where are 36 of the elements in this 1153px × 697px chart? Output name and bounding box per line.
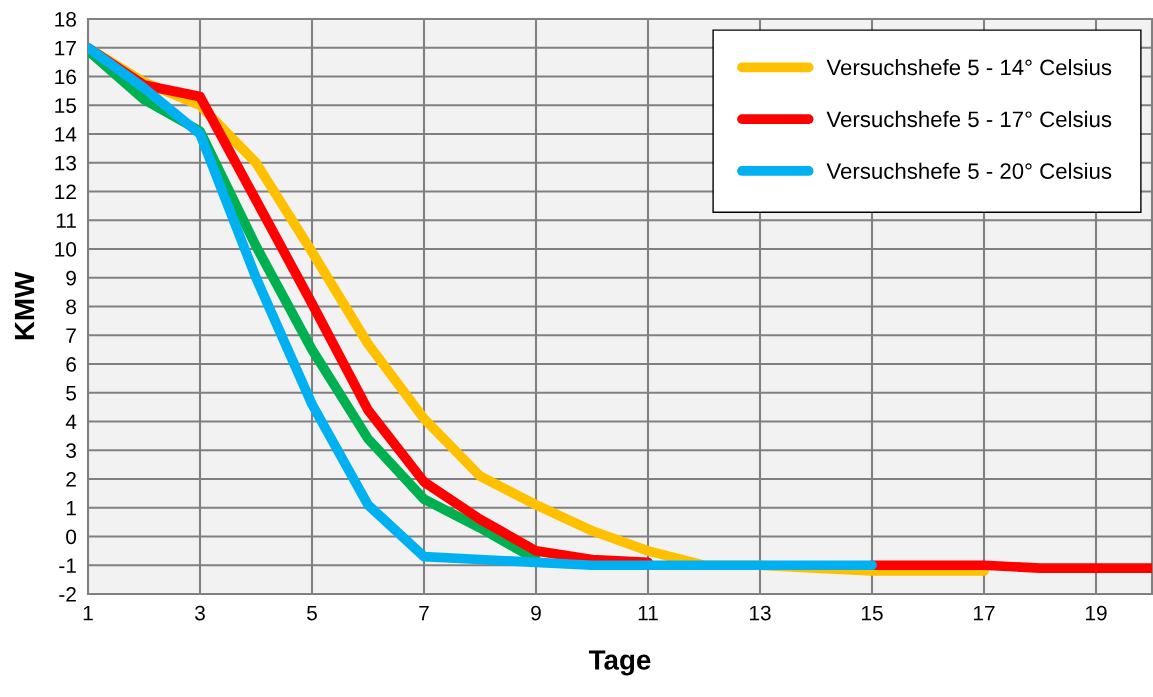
y-tick-label: 18 (55, 12, 76, 27)
legend-label: Versuchshefe 5 - 20° Celsius (826, 162, 1112, 179)
y-tick-label: 3 (66, 443, 76, 458)
x-tick-label: 19 (1086, 605, 1107, 621)
x-tick-label: 9 (531, 605, 541, 621)
y-tick-label: 2 (66, 472, 76, 487)
y-tick-label: 6 (66, 357, 76, 372)
y-tick-label: 4 (65, 414, 77, 430)
y-tick-label: 7 (66, 328, 76, 343)
y-tick-label: 0 (66, 529, 77, 545)
x-tick-label: 1 (83, 605, 93, 621)
x-tick-label: 13 (750, 605, 771, 621)
y-tick-label: 12 (55, 184, 76, 200)
x-tick-label: 17 (974, 605, 995, 621)
x-axis-title: Tage (588, 650, 651, 676)
y-tick-label: 8 (66, 299, 76, 315)
y-tick-label: 1 (66, 500, 76, 516)
y-tick-label: 10 (55, 242, 77, 257)
x-tick-label: 11 (638, 605, 658, 621)
x-tick-label: 3 (195, 605, 205, 621)
y-axis-title: KMW (14, 271, 35, 340)
x-tick-label: 5 (307, 605, 317, 621)
y-tick-label: 11 (56, 213, 76, 228)
y-tick-label: 14 (55, 127, 77, 142)
legend-label: Versuchshefe 5 - 17° Celsius (826, 110, 1112, 128)
y-tick-label: -2 (59, 587, 76, 602)
y-tick-label: 16 (55, 69, 76, 85)
y-tick-label: 15 (55, 98, 77, 113)
x-tick-label: 15 (862, 605, 883, 621)
x-tick-label: 7 (419, 605, 429, 621)
y-tick-label: 5 (66, 385, 77, 401)
y-tick-label: 13 (55, 155, 76, 171)
y-tick-label: 17 (55, 40, 76, 56)
legend-label: Versuchshefe 5 - 14° Celsius (826, 59, 1112, 76)
y-tick-label: 9 (66, 270, 76, 286)
y-tick-label: -1 (59, 558, 76, 573)
